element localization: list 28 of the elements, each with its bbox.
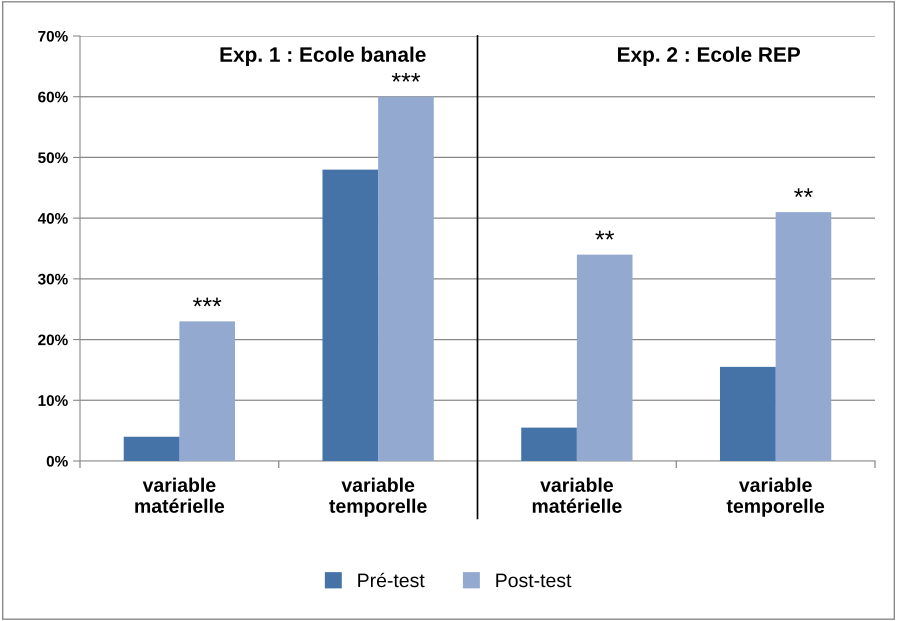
- chart-title: Exp. 2 : Ecole REP: [618, 46, 800, 66]
- x-tick-label: variable matérielle: [135, 478, 224, 513]
- bar: [378, 96, 434, 461]
- bar: [776, 212, 832, 461]
- annotation: **: [595, 230, 614, 240]
- bar: [576, 254, 633, 461]
- annotation: **: [794, 188, 813, 198]
- y-tick-label: 70%: [38, 30, 68, 42]
- x-tick-label: variable temporelle: [726, 478, 824, 517]
- annotation: ***: [193, 298, 222, 306]
- y-tick-label: 20%: [38, 334, 68, 346]
- bar: [179, 321, 236, 461]
- y-tick-label: 10%: [38, 395, 68, 406]
- annotation: ***: [392, 72, 420, 82]
- bar: [322, 170, 378, 461]
- y-tick-label: 30%: [38, 274, 68, 285]
- x-tick-label: variable temporelle: [329, 478, 427, 517]
- y-tick-label: 50%: [38, 152, 68, 164]
- y-tick-label: 60%: [38, 92, 68, 102]
- chart-title: Exp. 1 : Ecole banale: [220, 46, 426, 66]
- legend-label: Pré-test: [358, 572, 425, 588]
- x-tick-label: variable matérielle: [532, 478, 622, 513]
- y-tick-label: 0%: [46, 456, 68, 467]
- bar: [521, 428, 577, 461]
- bar: [720, 366, 776, 461]
- legend-label: Post-test: [496, 574, 572, 588]
- y-tick-label: 40%: [38, 213, 68, 224]
- bar: [124, 436, 180, 461]
